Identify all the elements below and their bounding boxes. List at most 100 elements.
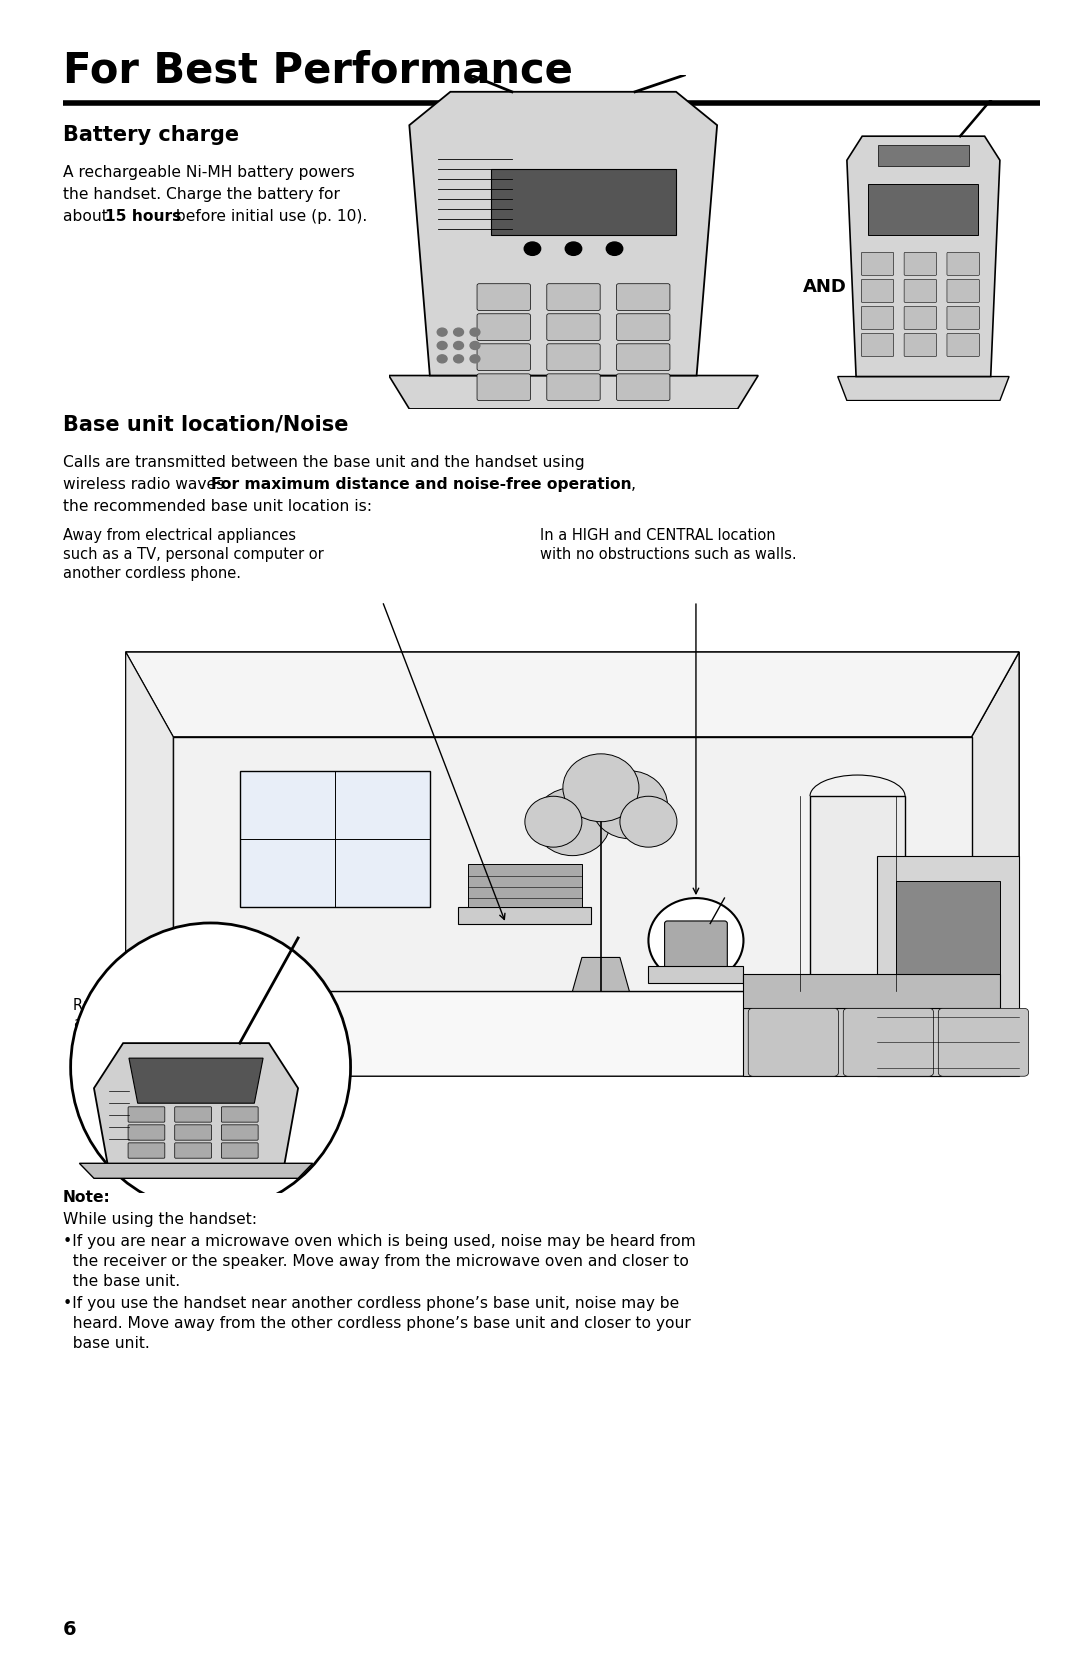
FancyBboxPatch shape [861, 307, 894, 329]
Polygon shape [972, 653, 1020, 1077]
Circle shape [437, 329, 447, 335]
Circle shape [454, 355, 463, 362]
Polygon shape [240, 771, 430, 906]
Polygon shape [468, 865, 582, 906]
Text: AND: AND [804, 279, 847, 295]
Text: ,: , [631, 477, 636, 492]
Text: wireless radio waves.: wireless radio waves. [63, 477, 234, 492]
Polygon shape [572, 958, 630, 991]
Circle shape [437, 342, 447, 349]
Polygon shape [838, 377, 1009, 401]
Text: Away from electrical appliances: Away from electrical appliances [63, 527, 296, 542]
Text: Raise the: Raise the [73, 998, 141, 1013]
FancyBboxPatch shape [221, 1125, 258, 1140]
Text: 6: 6 [63, 1621, 77, 1639]
Circle shape [437, 355, 447, 362]
FancyBboxPatch shape [947, 279, 980, 302]
Polygon shape [125, 653, 173, 1077]
Text: For maximum distance and noise-free operation: For maximum distance and noise-free oper… [211, 477, 632, 492]
Text: before initial use (p. 10).: before initial use (p. 10). [171, 209, 367, 224]
FancyBboxPatch shape [477, 374, 530, 401]
FancyBboxPatch shape [617, 314, 670, 340]
Circle shape [606, 242, 623, 255]
Polygon shape [80, 1163, 313, 1178]
Polygon shape [409, 92, 717, 376]
Circle shape [470, 355, 480, 362]
Polygon shape [877, 856, 1020, 1077]
Text: the base unit.: the base unit. [63, 1273, 180, 1288]
Text: •If you use the handset near another cordless phone’s base unit, noise may be: •If you use the handset near another cor… [63, 1297, 679, 1312]
FancyBboxPatch shape [546, 314, 600, 340]
Circle shape [524, 242, 541, 255]
Text: another cordless phone.: another cordless phone. [63, 566, 241, 581]
Polygon shape [743, 975, 1000, 1008]
Circle shape [454, 342, 463, 349]
Text: base unit.: base unit. [63, 1335, 150, 1350]
Text: with no obstructions such as walls.: with no obstructions such as walls. [540, 547, 797, 562]
Circle shape [620, 796, 677, 848]
FancyBboxPatch shape [947, 307, 980, 329]
Polygon shape [972, 653, 1020, 991]
Circle shape [470, 342, 480, 349]
Text: heard. Move away from the other cordless phone’s base unit and closer to your: heard. Move away from the other cordless… [63, 1315, 691, 1330]
Text: Battery charge: Battery charge [63, 125, 239, 145]
FancyBboxPatch shape [477, 344, 530, 371]
Circle shape [70, 923, 351, 1212]
FancyBboxPatch shape [221, 1143, 258, 1158]
FancyBboxPatch shape [947, 252, 980, 275]
FancyBboxPatch shape [861, 252, 894, 275]
Circle shape [565, 242, 582, 255]
Text: For Best Performance: For Best Performance [63, 50, 572, 92]
FancyBboxPatch shape [947, 334, 980, 357]
Polygon shape [877, 145, 970, 167]
FancyBboxPatch shape [546, 284, 600, 310]
Polygon shape [491, 169, 676, 235]
FancyBboxPatch shape [477, 284, 530, 310]
Polygon shape [94, 1043, 298, 1170]
FancyBboxPatch shape [861, 334, 894, 357]
Circle shape [592, 771, 667, 840]
Circle shape [470, 329, 480, 335]
Circle shape [648, 898, 743, 983]
Polygon shape [125, 653, 173, 991]
FancyBboxPatch shape [843, 1008, 933, 1077]
FancyBboxPatch shape [939, 1008, 1028, 1077]
Circle shape [535, 788, 610, 856]
Polygon shape [173, 738, 972, 991]
Text: the handset. Charge the battery for: the handset. Charge the battery for [63, 187, 340, 202]
Text: the receiver or the speaker. Move away from the microwave oven and closer to: the receiver or the speaker. Move away f… [63, 1253, 689, 1268]
Text: Base unit location/Noise: Base unit location/Noise [63, 416, 349, 436]
Text: A rechargeable Ni-MH battery powers: A rechargeable Ni-MH battery powers [63, 165, 354, 180]
Polygon shape [458, 906, 592, 923]
FancyBboxPatch shape [129, 1143, 165, 1158]
Text: •If you are near a microwave oven which is being used, noise may be heard from: •If you are near a microwave oven which … [63, 1233, 696, 1248]
FancyBboxPatch shape [664, 921, 727, 968]
Circle shape [525, 796, 582, 848]
FancyBboxPatch shape [861, 279, 894, 302]
Polygon shape [125, 653, 1020, 738]
Polygon shape [895, 881, 1000, 1008]
FancyBboxPatch shape [617, 344, 670, 371]
Text: the recommended base unit location is:: the recommended base unit location is: [63, 499, 372, 514]
Text: Note:: Note: [63, 1190, 111, 1205]
FancyBboxPatch shape [221, 1107, 258, 1122]
Polygon shape [389, 376, 758, 409]
FancyBboxPatch shape [904, 334, 936, 357]
Text: about: about [63, 209, 112, 224]
FancyBboxPatch shape [175, 1125, 212, 1140]
FancyBboxPatch shape [129, 1107, 165, 1122]
Text: 15 hours: 15 hours [105, 209, 181, 224]
FancyBboxPatch shape [546, 344, 600, 371]
Polygon shape [125, 991, 1020, 1077]
FancyBboxPatch shape [175, 1143, 212, 1158]
Polygon shape [125, 653, 1020, 738]
Circle shape [563, 754, 639, 821]
FancyBboxPatch shape [129, 1125, 165, 1140]
FancyBboxPatch shape [546, 374, 600, 401]
FancyBboxPatch shape [175, 1107, 212, 1122]
FancyBboxPatch shape [617, 374, 670, 401]
Polygon shape [847, 137, 1000, 377]
Text: antenna.: antenna. [73, 1016, 138, 1031]
Polygon shape [129, 1058, 264, 1103]
Polygon shape [743, 1008, 1000, 1077]
